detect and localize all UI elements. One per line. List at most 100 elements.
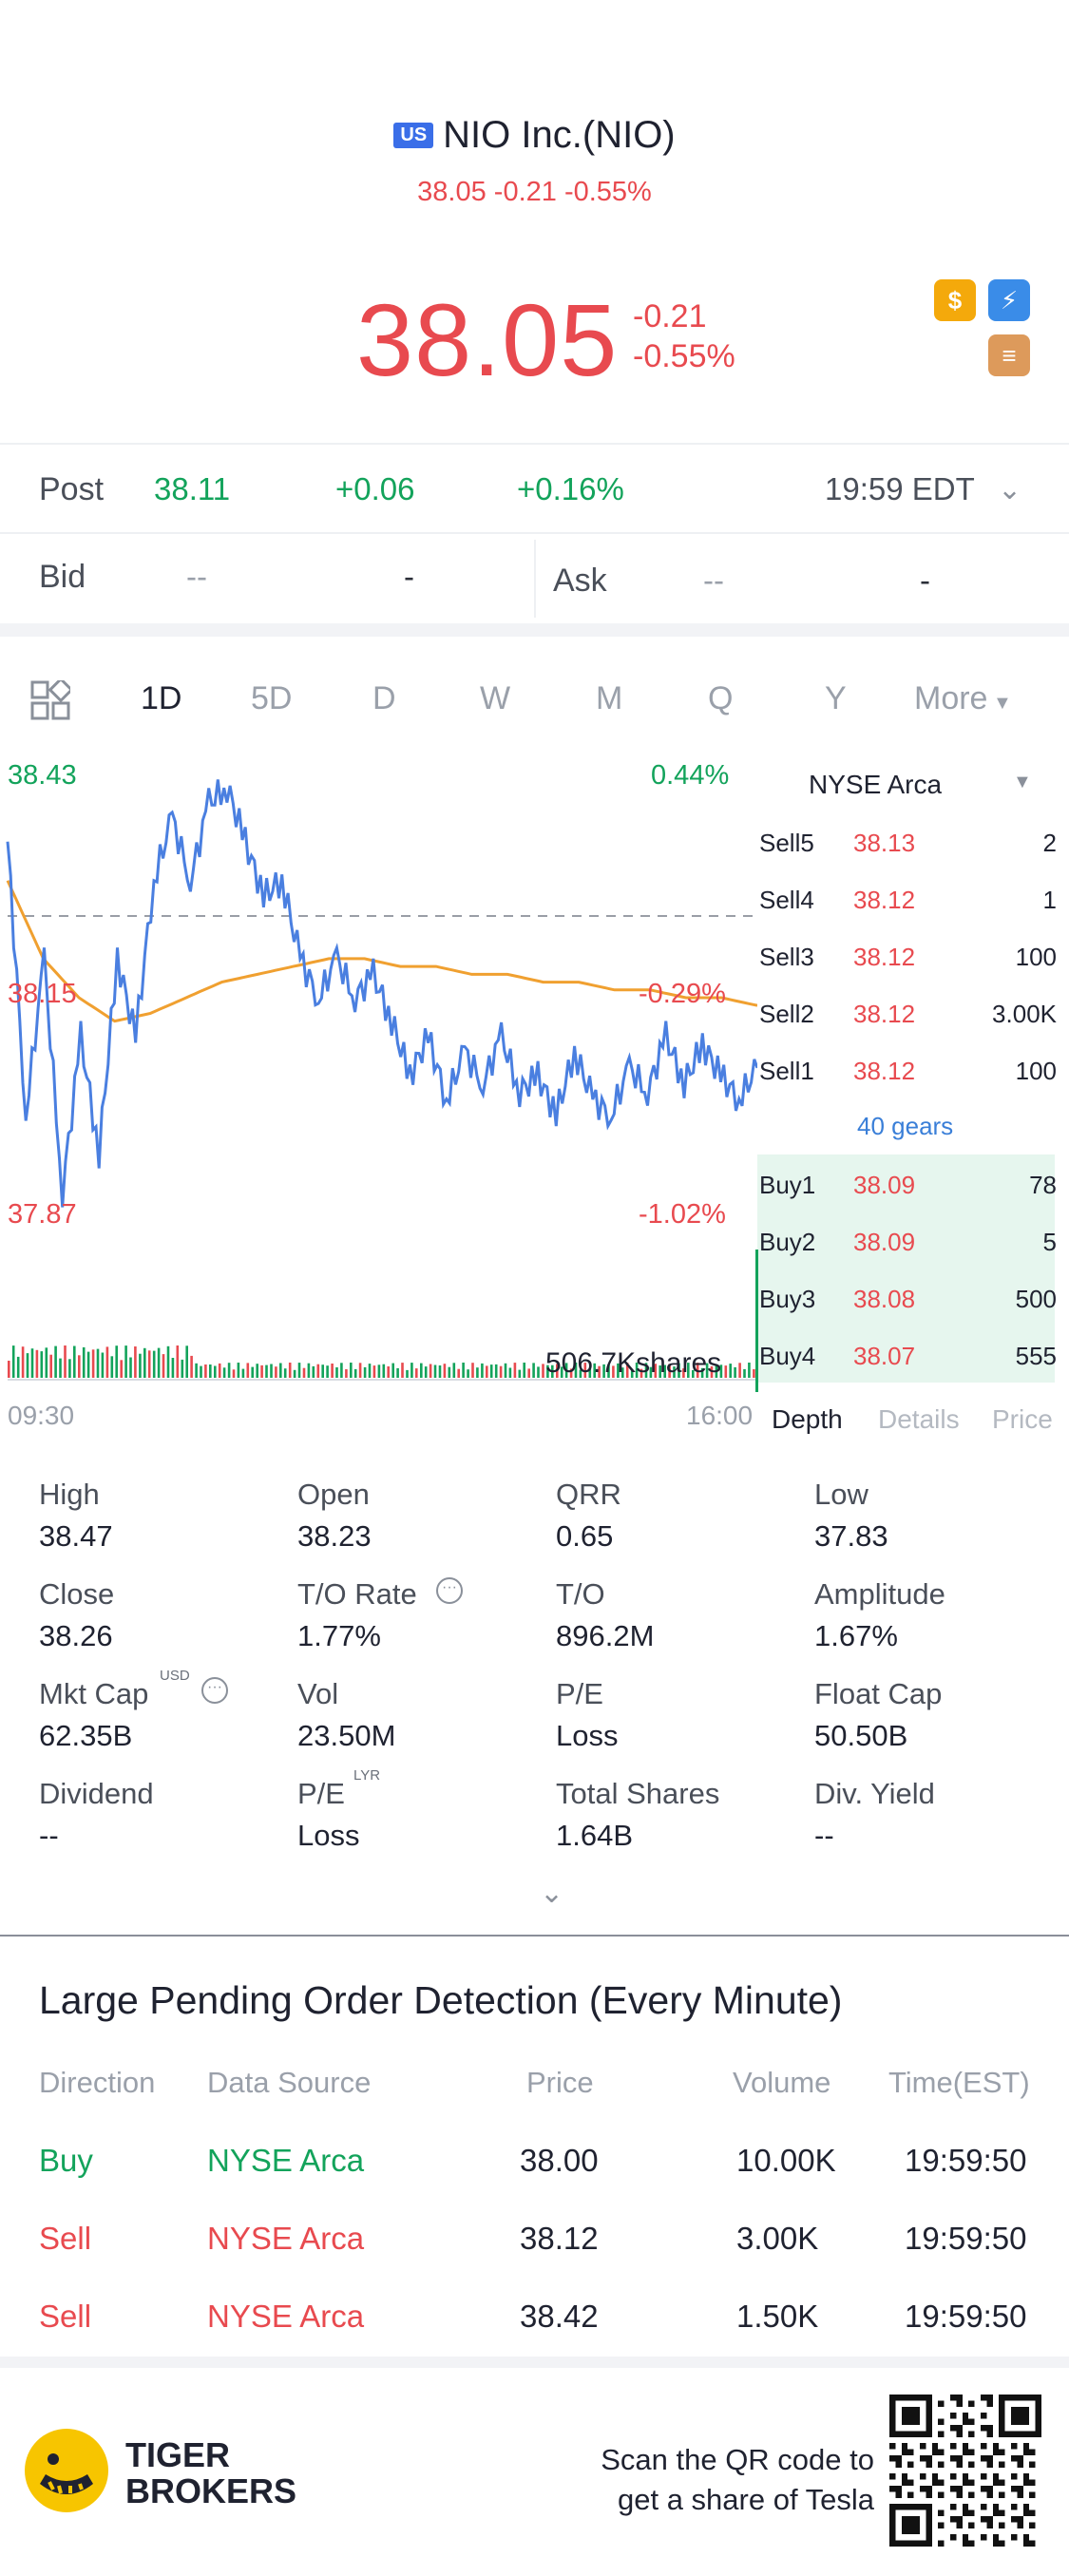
- volume-bar: [293, 1369, 296, 1378]
- info-icon[interactable]: ···: [436, 1577, 463, 1604]
- chevron-down-icon[interactable]: ⌄: [998, 474, 1022, 506]
- volume-bar: [588, 1367, 592, 1378]
- chart-high-label: 38.43: [8, 760, 77, 791]
- tab-details[interactable]: Details: [878, 1404, 960, 1434]
- volume-bar: [129, 1357, 132, 1378]
- post-change: +0.06: [335, 471, 415, 506]
- stat-cell: T/O Rate ··· 1.77%: [297, 1577, 544, 1663]
- expand-chevron-icon[interactable]: ⌄: [540, 1878, 564, 1909]
- volume-bar: [265, 1364, 268, 1378]
- volume-bar: [302, 1367, 306, 1378]
- table-row[interactable]: Sell NYSE Arca 38.12 3.00K 19:59:50: [0, 2221, 1069, 2278]
- buy-level-price: 38.09: [853, 1171, 916, 1199]
- bid-price: --: [186, 559, 207, 594]
- volume-bar: [396, 1367, 399, 1378]
- grid-layout-icon[interactable]: [30, 677, 74, 720]
- volume-bar: [312, 1365, 315, 1378]
- row-time: 19:59:50: [905, 2143, 1027, 2178]
- volume-bar: [598, 1365, 601, 1378]
- table-row[interactable]: Sell NYSE Arca 38.42 1.50K 19:59:50: [0, 2299, 1069, 2356]
- sell-level-qty: 100: [1015, 1057, 1057, 1085]
- stat-value: 896.2M: [556, 1619, 655, 1652]
- tab-depth[interactable]: Depth: [772, 1404, 843, 1434]
- stat-label: Mkt Cap: [39, 1677, 149, 1710]
- volume-bar: [40, 1351, 44, 1378]
- row-source: NYSE Arca: [207, 2221, 365, 2256]
- volume-bar: [532, 1363, 535, 1378]
- volume-bar: [668, 1364, 671, 1378]
- gears-link[interactable]: 40 gears: [857, 1112, 954, 1140]
- volume-bar: [227, 1363, 231, 1378]
- volume-bar: [68, 1359, 71, 1378]
- buy-level-qty: 78: [1029, 1171, 1057, 1199]
- intraday-chart[interactable]: [0, 751, 757, 1387]
- bid-label: Bid: [39, 559, 86, 595]
- row-direction: Sell: [39, 2299, 92, 2334]
- volume-bar: [275, 1366, 277, 1378]
- lightning-icon[interactable]: ⚡: [988, 279, 1030, 321]
- stat-label: QRR: [556, 1478, 621, 1511]
- stat-value: 50.50B: [814, 1719, 908, 1752]
- post-price: 38.11: [154, 471, 231, 506]
- row-direction: Sell: [39, 2221, 92, 2256]
- volume-bar: [283, 1368, 287, 1378]
- volume-bar: [120, 1360, 123, 1378]
- volume-bar: [682, 1368, 685, 1378]
- volume-bar: [73, 1345, 76, 1378]
- tab-5d[interactable]: 5D: [251, 680, 293, 716]
- volume-bar: [504, 1363, 507, 1378]
- stat-cell: P/E Loss: [556, 1677, 803, 1763]
- volume-bar: [630, 1369, 634, 1378]
- volume-bar: [176, 1345, 180, 1378]
- buy-level-qty: 500: [1015, 1285, 1057, 1313]
- volume-bar: [452, 1363, 456, 1378]
- volume-bar: [35, 1349, 39, 1378]
- volume-bar: [251, 1366, 254, 1378]
- volume-bar: [700, 1367, 704, 1378]
- volume-bar: [222, 1367, 226, 1378]
- info-icon[interactable]: ···: [201, 1677, 228, 1704]
- volume-bar: [30, 1348, 34, 1378]
- volume-bar: [279, 1363, 282, 1378]
- volume-bar: [719, 1364, 723, 1378]
- tab-more[interactable]: More ▼: [914, 680, 1012, 717]
- tab-m[interactable]: M: [596, 680, 623, 716]
- volume-bar: [612, 1365, 615, 1378]
- price-line: [6, 779, 757, 1208]
- volume-bar: [546, 1364, 549, 1378]
- volume-bar: [218, 1363, 221, 1378]
- volume-bar: [321, 1364, 324, 1378]
- volume-bar: [152, 1350, 156, 1378]
- tab-y[interactable]: Y: [825, 680, 847, 716]
- tab-d[interactable]: D: [372, 680, 396, 716]
- buy-level-label: Buy1: [759, 1171, 816, 1199]
- tab-w[interactable]: W: [480, 680, 511, 716]
- sell-level-price: 38.13: [853, 829, 916, 857]
- tab-price[interactable]: Price: [992, 1404, 1053, 1434]
- sell-level-qty: 3.00K: [992, 1000, 1057, 1028]
- chart-start-time: 09:30: [8, 1401, 75, 1430]
- volume-bar: [420, 1363, 423, 1378]
- row-time: 19:59:50: [905, 2221, 1027, 2256]
- volume-bar: [523, 1363, 525, 1378]
- tab-1d[interactable]: 1D: [141, 680, 182, 716]
- exchange-selector[interactable]: NYSE Arca: [809, 770, 943, 799]
- stat-label: Open: [297, 1478, 370, 1511]
- stat-superscript: USD: [160, 1668, 190, 1684]
- tab-q[interactable]: Q: [708, 680, 734, 716]
- stat-cell: Vol 23.50M: [297, 1677, 544, 1763]
- volume-bar: [54, 1345, 57, 1378]
- stat-value: Loss: [297, 1819, 360, 1852]
- volume-bar: [486, 1365, 488, 1378]
- dollar-icon[interactable]: $: [934, 279, 976, 321]
- table-row[interactable]: Buy NYSE Arca 38.00 10.00K 19:59:50: [0, 2143, 1069, 2200]
- caret-down-icon[interactable]: ▼: [1013, 772, 1032, 792]
- stack-icon[interactable]: ≡: [988, 334, 1030, 376]
- volume-bar: [564, 1363, 568, 1378]
- post-time[interactable]: 19:59 EDT: [825, 471, 975, 506]
- section-divider: [0, 1935, 1069, 1937]
- volume-bar: [617, 1363, 620, 1378]
- volume-bar: [377, 1364, 381, 1378]
- row-source: NYSE Arca: [207, 2143, 365, 2178]
- volume-bar: [297, 1363, 301, 1378]
